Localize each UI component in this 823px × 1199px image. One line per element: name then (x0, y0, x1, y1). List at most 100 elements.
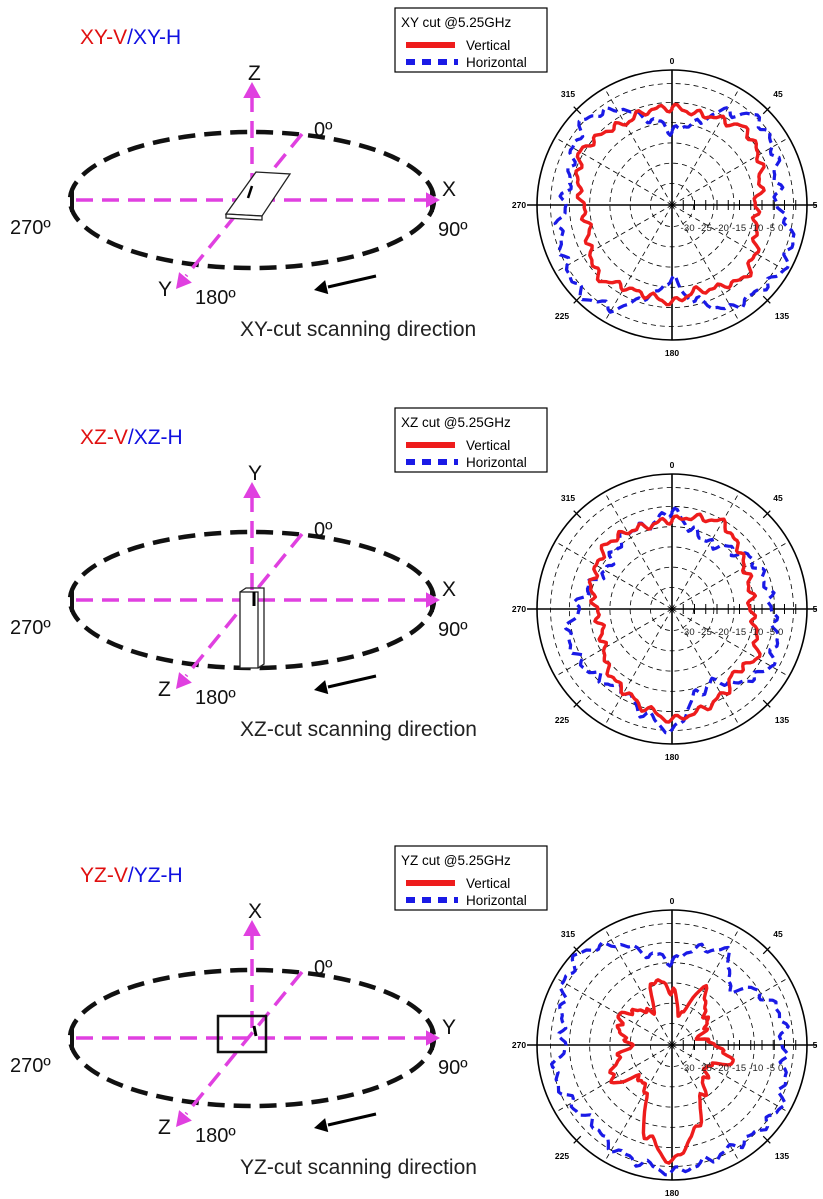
scan-direction-arrow (327, 1112, 377, 1127)
polar-grid-spoke (671, 608, 740, 727)
polar-grid-spoke (671, 204, 740, 323)
scan-direction-label: XY-cut scanning direction (240, 318, 476, 341)
angle-label-0: 0º (314, 519, 333, 541)
legend-vertical-label: Vertical (466, 38, 510, 53)
legend-xy: XY cut @5.25GHz Vertical Horizontal (394, 7, 548, 73)
right-axis-arrowhead (426, 1030, 440, 1046)
polar-angle-270: 270 (512, 604, 526, 614)
polar-angle-0: 0 (670, 56, 675, 66)
polar-diagonal-tick (762, 510, 771, 519)
legend-vertical-label: Vertical (466, 438, 510, 453)
title-horizontal: YZ-H (134, 864, 183, 887)
horizontal-pattern-line (549, 941, 790, 1177)
up-axis-arrowhead (243, 920, 261, 936)
geometry-diagram-xy: XY-V/XY-H Z X Y 0º 90º 180º 270º XY-cut scanning… (10, 26, 476, 341)
axis-label-diagonal: Z (158, 678, 171, 701)
panel-title: XY-V/XY-H (80, 26, 181, 49)
polar-grid-spoke (554, 977, 673, 1046)
title-separator: / (127, 26, 133, 49)
right-axis-arrowhead (426, 592, 440, 608)
polar-angle-225: 225 (555, 311, 569, 321)
legend-vertical-label: Vertical (466, 876, 510, 891)
polar-angle-270: 270 (512, 1040, 526, 1050)
axis-label-up: Z (248, 62, 261, 85)
angle-label-270: 270º (10, 617, 51, 639)
title-horizontal: XY-H (133, 26, 181, 49)
polar-grid-spoke (671, 137, 790, 206)
polar-grid-spoke (671, 608, 790, 677)
angle-label-270: 270º (10, 1055, 51, 1077)
polar-angle-180: 180 (665, 1188, 679, 1198)
legend-xz: XZ cut @5.25GHz Vertical Horizontal (394, 407, 548, 473)
polar-angle-315: 315 (561, 929, 575, 939)
up-axis-arrowhead (243, 82, 261, 98)
scan-direction-label: XZ-cut scanning direction (240, 718, 477, 741)
polar-angle-315: 315 (561, 493, 575, 503)
angle-label-180: 180º (195, 1125, 236, 1147)
scan-direction-arrowhead (314, 680, 329, 695)
up-axis-arrowhead (243, 482, 261, 498)
polar-grid-spoke (671, 491, 740, 610)
geometry-diagram-xz: XZ-V/XZ-H Y X Z 0º 90º 180º 270º XZ-cut scanning… (10, 426, 477, 741)
angle-label-0: 0º (314, 119, 333, 141)
polar-grid-spoke (554, 204, 673, 273)
legend-horizontal-label: Horizontal (466, 55, 527, 70)
title-vertical: XY-V (80, 26, 127, 49)
angle-label-180: 180º (195, 287, 236, 309)
legend-horizontal-label: Horizontal (466, 893, 527, 908)
geometry-diagram-yz: YZ-V/YZ-H X Y Z 0º 90º 180º 270º YZ-cut scanning… (10, 864, 477, 1179)
right-axis-arrowhead (426, 192, 440, 208)
legend-horizontal-label: Horizontal (466, 455, 527, 470)
angle-label-90: 90º (438, 619, 468, 641)
angle-label-180: 180º (195, 687, 236, 709)
polar-scale-labels: -30 -25 -20 -15 -10 -5 0 (680, 627, 783, 638)
polar-angle-315: 315 (561, 89, 575, 99)
polar-angle-0: 0 (670, 896, 675, 906)
scan-direction-label: YZ-cut scanning direction (240, 1156, 477, 1179)
title-vertical: YZ-V (80, 864, 128, 887)
polar-grid-spoke (604, 204, 673, 323)
polar-plot-yz: 0 45 135 180 225 270 315 5 -30 -25 -20 -15 -10 -… (512, 896, 818, 1198)
polar-grid-spoke (554, 608, 673, 677)
polar-diagonal-tick (762, 295, 771, 304)
polar-grid-spoke (671, 541, 790, 610)
device-upright-side (239, 587, 265, 669)
polar-angle-45: 45 (773, 493, 783, 503)
horizontal-pattern-line (563, 506, 781, 735)
axis-label-right: X (442, 178, 456, 201)
polar-grid-spoke (604, 491, 673, 610)
scan-direction-arrow (327, 674, 377, 689)
horizontal-pattern-line (553, 105, 796, 314)
axis-label-up: X (248, 900, 262, 923)
legend-title: XY cut @5.25GHz (401, 15, 512, 30)
axis-label-up: Y (248, 462, 262, 485)
polar-diagonal-tick (762, 699, 771, 708)
polar-grid-spoke (554, 541, 673, 610)
polar-angle-180: 180 (665, 752, 679, 762)
polar-diagonal-tick (762, 946, 771, 955)
polar-right-label: 5 (813, 200, 818, 210)
angle-label-90: 90º (438, 219, 468, 241)
legend-box (394, 407, 548, 473)
vertical-pattern-line (574, 102, 766, 307)
title-horizontal: XZ-H (134, 426, 183, 449)
polar-angle-270: 270 (512, 200, 526, 210)
angle-label-270: 270º (10, 217, 51, 239)
device-feed (252, 1025, 258, 1037)
legend-title: YZ cut @5.25GHz (401, 853, 511, 868)
axis-label-diagonal: Z (158, 1116, 171, 1139)
polar-plot-xz: 0 45 135 180 225 270 315 5 -30 -25 -20 -15 -10 -… (512, 460, 818, 762)
polar-scale-labels: -30 -25 -20 -15 -10 -5 0 (680, 223, 783, 234)
polar-right-label: 5 (813, 1040, 818, 1050)
axis-label-right: X (442, 578, 456, 601)
polar-angle-135: 135 (775, 715, 789, 725)
polar-diagonal-tick (573, 1135, 582, 1144)
polar-angle-45: 45 (773, 89, 783, 99)
polar-grid-spoke (671, 1044, 790, 1113)
polar-angle-0: 0 (670, 460, 675, 470)
axis-label-diagonal: Y (158, 278, 172, 301)
diagonal-axis-arrowhead (176, 272, 192, 289)
polar-diagonal-tick (573, 510, 582, 519)
legend-yz: YZ cut @5.25GHz Vertical Horizontal (394, 845, 548, 911)
